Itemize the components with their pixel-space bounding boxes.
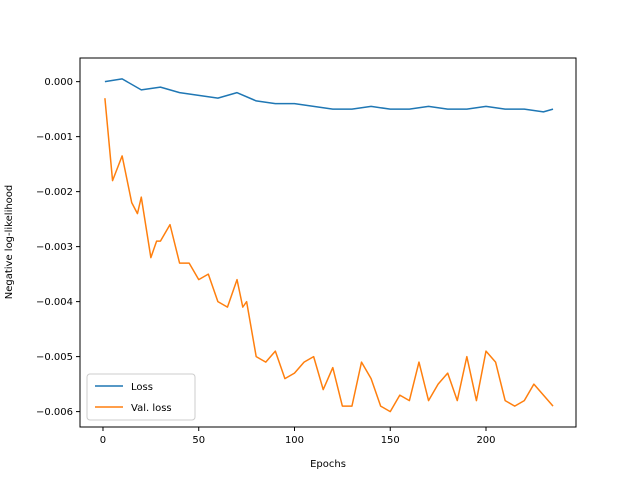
x-axis-label: Epochs [310, 459, 346, 470]
x-tick-label: 50 [192, 435, 205, 446]
y-tick-label: 0.000 [44, 77, 73, 88]
legend: Loss Val. loss [86, 373, 196, 421]
y-axis-ticks: 0.000 −0.001 −0.002 −0.003 −0.004 −0.005 −0.00… [36, 77, 80, 418]
y-tick-label: −0.004 [36, 297, 73, 308]
x-tick-label: 100 [285, 435, 304, 446]
plot-frame [79, 57, 577, 428]
series-line-loss [104, 78, 554, 113]
x-tick-label: 200 [476, 435, 495, 446]
x-axis-ticks: 0 50 100 150 200 [100, 427, 496, 446]
y-tick-label: −0.005 [36, 352, 73, 363]
y-tick-label: −0.006 [36, 407, 73, 418]
series-layer [104, 78, 554, 413]
series-line-val-loss [104, 98, 554, 413]
x-tick-label: 0 [100, 435, 106, 446]
y-tick-label: −0.002 [36, 187, 73, 198]
y-axis-label: Negative log-likelihood [4, 185, 15, 300]
y-tick-label: −0.003 [36, 242, 73, 253]
legend-label: Loss [131, 382, 153, 393]
y-tick-label: −0.001 [36, 132, 73, 143]
x-tick-label: 150 [381, 435, 400, 446]
legend-label: Val. loss [131, 403, 172, 414]
